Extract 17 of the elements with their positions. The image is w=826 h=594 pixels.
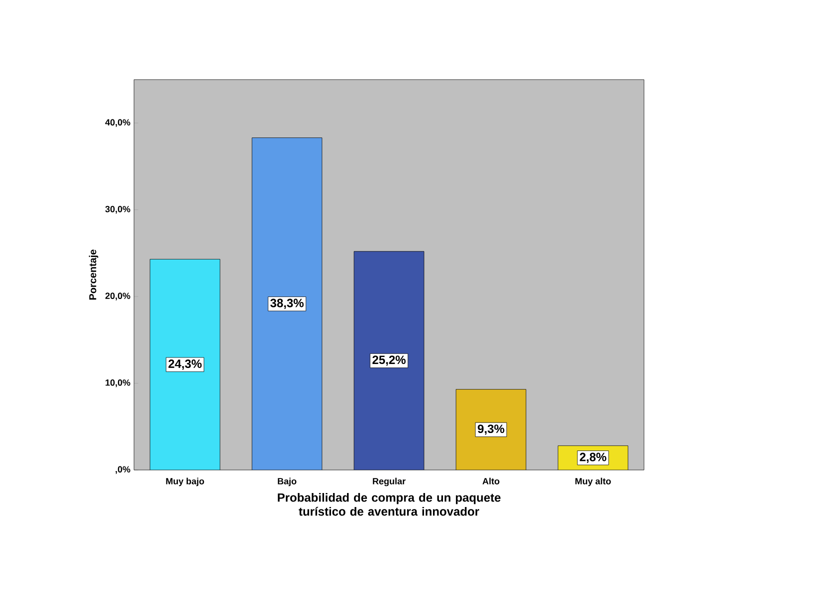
- data-label: 24,3%: [168, 360, 202, 370]
- x-tick-label: Muy alto: [575, 478, 611, 486]
- x-tick-label: Muy bajo: [166, 478, 204, 486]
- x-axis-title: Probabilidad de compra de un paquete turístico de aventura innovador: [278, 493, 501, 516]
- y-tick-label: 30,0%: [105, 206, 130, 214]
- y-tick-label: 40,0%: [105, 119, 130, 127]
- data-label: 9,3%: [478, 424, 504, 435]
- data-label: 2,8%: [580, 452, 606, 463]
- y-axis-title: Porcentaje: [88, 250, 98, 300]
- y-tick-label: 10,0%: [106, 379, 130, 388]
- y-tick-label: ,0%: [116, 466, 130, 474]
- x-tick-label: Bajo: [278, 478, 296, 486]
- data-label: 25,2%: [372, 356, 406, 366]
- data-label: 38,3%: [270, 298, 304, 309]
- y-tick-label: 20,0%: [105, 292, 130, 300]
- x-tick-label: Regular: [372, 478, 406, 486]
- x-tick-label: Alto: [482, 478, 500, 484]
